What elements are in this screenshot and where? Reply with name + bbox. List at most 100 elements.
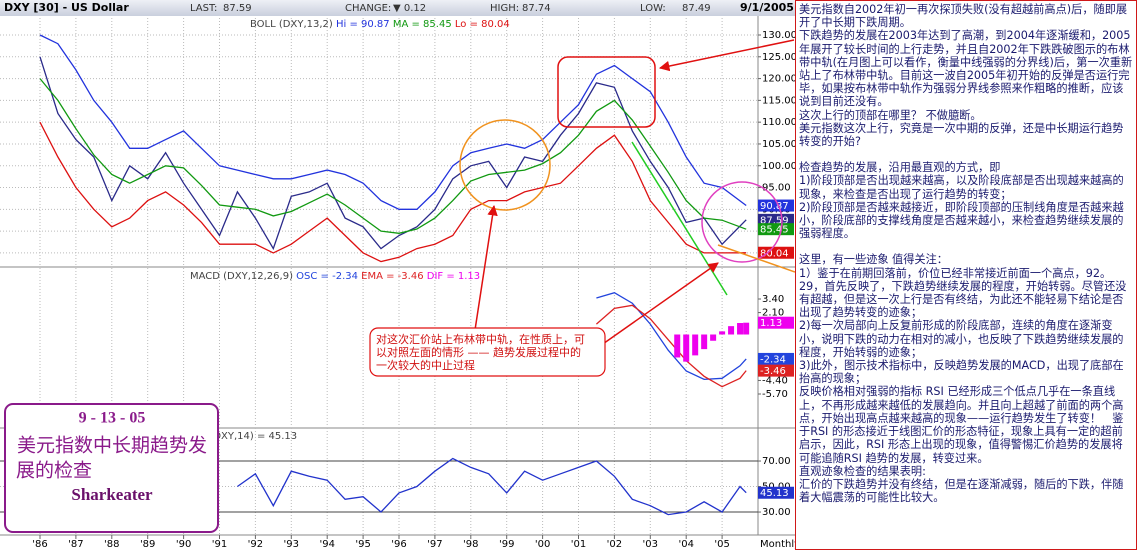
legend-entry: MACD (DXY,12,26,9) [190, 271, 293, 282]
last-value-box [758, 486, 794, 499]
arrow [599, 262, 719, 347]
x-tick-label: '01 [571, 539, 586, 550]
last-value-box [758, 246, 794, 259]
notes-panel: 美元指数自2002年初一再次探顶失败(没有超越前高点)后，随即展开了中长期下跌周… [795, 0, 1137, 550]
series-line [595, 304, 747, 388]
last-value-box [758, 223, 794, 236]
x-tick-label: '96 [391, 539, 406, 550]
note: 直观迹象检查的结果表明: [799, 464, 926, 478]
field-value: ▼ 0.12 [393, 3, 426, 14]
legend-entry: Lo = 80.04 [455, 19, 510, 30]
title-line: 美元指数中长期趋势发 [17, 435, 207, 457]
histogram-bar [737, 323, 744, 335]
note: 反映价格相对强弱的指标 RSI 已经形成三个低点几乎在一条直线上，不再形成越来越… [799, 385, 1124, 465]
note-line: 以对照左面的情形 —— 趋势发展过程中的 [376, 345, 581, 359]
note: 这里，有一些迹象 值得关注： [799, 253, 948, 267]
x-tick-label: '03 [643, 539, 658, 550]
note: 2)阶段顶部是否越来越接近，即阶段顶部的压制线角度是否越来越小，阶段底部的支撑线… [799, 200, 1124, 241]
x-tick-label: '86 [32, 539, 47, 550]
legend-entry: Hi = 90.87 [336, 19, 390, 30]
symbol: DXY [30] - US Dollar [4, 1, 129, 14]
note: 美元指数这次上行，究竟是一次中期的反弹，还是中长期运行趋势转变的开始? [799, 121, 1124, 149]
x-tick-label: '91 [212, 539, 227, 550]
x-tick-label: '92 [248, 539, 263, 550]
x-tick-label: '88 [104, 539, 119, 550]
title-date: 9 - 13 - 05 [79, 410, 146, 427]
header-bar [0, 0, 795, 16]
note: 2)每一次局部向上反复前形成的阶段底部，连续的角度在逐渐变小，说明下跌的动力在相… [799, 319, 1124, 359]
x-tick-label: '05 [714, 539, 729, 550]
x-axis-label: Monthly [760, 539, 795, 550]
trend-line [717, 244, 795, 273]
note: 下跌趋势的发展在2003年达到了高潮，到2004年逐渐缓和，2005年展开了较长… [799, 29, 1133, 109]
series-line [39, 34, 747, 210]
arrow [474, 204, 498, 331]
legend: BOLL (DXY,13,2) Hi = 90.87 MA = 85.45 Lo… [250, 19, 510, 30]
author: Sharkeater [71, 485, 153, 504]
x-tick-label: '93 [284, 539, 299, 550]
legend: RSI (DXY,14) = 45.13 [190, 431, 297, 442]
field-value: 87.59 [223, 3, 252, 14]
title-box [4, 403, 219, 533]
y-tick-label: -5.70 [762, 389, 788, 400]
y-tick-label: 95.00 [762, 183, 791, 194]
y-tick-label: 130.00 [762, 30, 795, 41]
last-value-label: 80.04 [760, 248, 789, 259]
series-line [596, 291, 747, 381]
histogram-bar [710, 334, 717, 341]
series-line [39, 56, 747, 251]
last-value-label: -2.34 [760, 354, 786, 365]
last-value-label: -3.46 [760, 366, 786, 377]
chart: DXY [30] - US Dollar LAST: 87.59 CHANGE:… [0, 0, 795, 550]
field-label: LOW: [640, 3, 666, 14]
field-label: LAST: [190, 3, 217, 14]
series-line [39, 121, 747, 263]
last-value-box [758, 352, 794, 365]
field-label: HIGH: [490, 3, 519, 14]
last-value-box [758, 364, 794, 377]
x-tick-label: '97 [427, 539, 442, 550]
last-value-box [758, 316, 794, 329]
y-tick-label: 115.00 [762, 95, 795, 106]
histogram-bar [728, 326, 735, 335]
last-value-label: 85.45 [760, 225, 789, 236]
histogram-bar [701, 334, 708, 350]
legend-entry: MA = 85.45 [393, 19, 452, 30]
note: 这次上行的顶部在哪里？ 不做臆断。 [799, 108, 982, 122]
series-line [39, 78, 747, 234]
x-tick-label: '02 [607, 539, 622, 550]
highlight-circle [701, 181, 783, 263]
note-line: 一次较大的中止过程 [376, 358, 475, 372]
y-tick-label: 30.00 [762, 507, 791, 518]
x-tick-label: '95 [355, 539, 370, 550]
field-label: CHANGE: [345, 3, 391, 14]
highlight-circle [459, 119, 551, 211]
note: 美元指数自2002年初一再次探顶失败(没有超越前高点)后，随即展开了中长期下跌周… [799, 3, 1128, 30]
histogram-bar [692, 334, 699, 356]
field-value: 87.49 [682, 3, 711, 14]
histogram-bar [719, 331, 726, 335]
last-value-label: 90.87 [760, 201, 789, 212]
histogram-bar [743, 322, 750, 335]
last-value-label: 45.13 [760, 488, 789, 499]
y-tick-label: -4.40 [762, 375, 788, 386]
x-tick-label: '04 [678, 539, 693, 550]
last-value-label: 1.13 [760, 318, 782, 329]
annotations: 对这次汇价站上布林带中轨，在性质上，可 以对照左面的情形 —— 趋势发展过程中的… [4, 39, 795, 533]
field-value: 87.74 [522, 3, 551, 14]
last-value-label: 87.59 [760, 215, 789, 226]
x-tick-label: '98 [463, 539, 478, 550]
x-tick-label: '87 [68, 539, 83, 550]
legend-entry: RSI (DXY,14) = 45.13 [190, 431, 297, 442]
legend: MACD (DXY,12,26,9) OSC = -2.34 EMA = -3.… [190, 271, 480, 282]
legend-entry: OSC = -2.34 [296, 271, 358, 282]
x-tick-label: '94 [319, 539, 334, 550]
last-value-box [758, 199, 794, 212]
y-tick-label: 120.00 [762, 74, 795, 85]
y-tick-label: 105.00 [762, 139, 795, 150]
y-tick-label: 100.00 [762, 161, 795, 172]
title-line: 展的检查 [16, 460, 92, 482]
legend-entry: EMA = -3.46 [361, 271, 423, 282]
y-tick-label: 110.00 [762, 117, 795, 128]
